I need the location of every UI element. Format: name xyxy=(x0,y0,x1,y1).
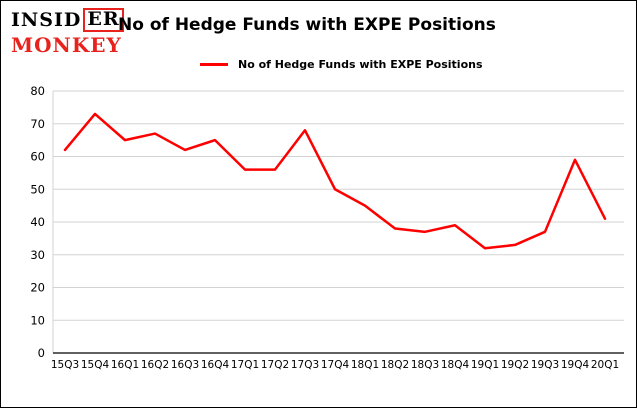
x-tick-label: 18Q1 xyxy=(351,359,379,371)
x-tick-label: 17Q1 xyxy=(231,359,259,371)
legend-label: No of Hedge Funds with EXPE Positions xyxy=(238,58,483,71)
y-tick-label: 50 xyxy=(30,182,45,196)
x-tick-label: 18Q2 xyxy=(381,359,409,371)
series-line xyxy=(63,112,607,250)
y-tick-label: 40 xyxy=(30,215,45,229)
legend-line-swatch xyxy=(200,63,228,66)
chart-title: No of Hedge Funds with EXPE Positions xyxy=(118,15,496,35)
x-tick-label: 19Q4 xyxy=(561,359,590,371)
x-tick-label: 19Q2 xyxy=(501,359,529,371)
chart-legend: No of Hedge Funds with EXPE Positions xyxy=(200,58,483,71)
logo-text-insider: INSID ER xyxy=(11,8,124,32)
y-tick-label: 10 xyxy=(30,313,45,327)
y-tick-label: 80 xyxy=(30,84,45,98)
x-tick-label: 19Q3 xyxy=(531,359,559,371)
x-tick-label: 18Q4 xyxy=(441,359,470,371)
x-tick-label: 20Q1 xyxy=(591,359,619,371)
x-tick-label: 16Q2 xyxy=(141,359,169,371)
y-tick-label: 30 xyxy=(30,248,45,262)
logo-text-monkey: MONKEY xyxy=(11,33,122,57)
x-tick-label: 15Q4 xyxy=(81,359,110,371)
x-tick-label: 16Q3 xyxy=(171,359,199,371)
x-tick-label: 17Q2 xyxy=(261,359,289,371)
x-tick-label: 19Q1 xyxy=(471,359,499,371)
y-tick-label: 60 xyxy=(30,150,45,164)
logo-insider-part1: INSID xyxy=(11,8,82,31)
y-tick-label: 20 xyxy=(30,281,45,295)
x-tick-label: 15Q3 xyxy=(51,359,79,371)
x-tick-label: 16Q1 xyxy=(111,359,139,371)
y-tick-label: 0 xyxy=(38,346,45,360)
x-tick-label: 17Q3 xyxy=(291,359,319,371)
x-tick-label: 18Q3 xyxy=(411,359,439,371)
x-tick-label: 17Q4 xyxy=(321,359,350,371)
x-tick-label: 16Q4 xyxy=(201,359,230,371)
y-tick-label: 70 xyxy=(30,117,45,131)
logo-er-box: ER xyxy=(83,8,124,32)
insider-monkey-logo: INSID ER MONKEY xyxy=(11,8,124,55)
